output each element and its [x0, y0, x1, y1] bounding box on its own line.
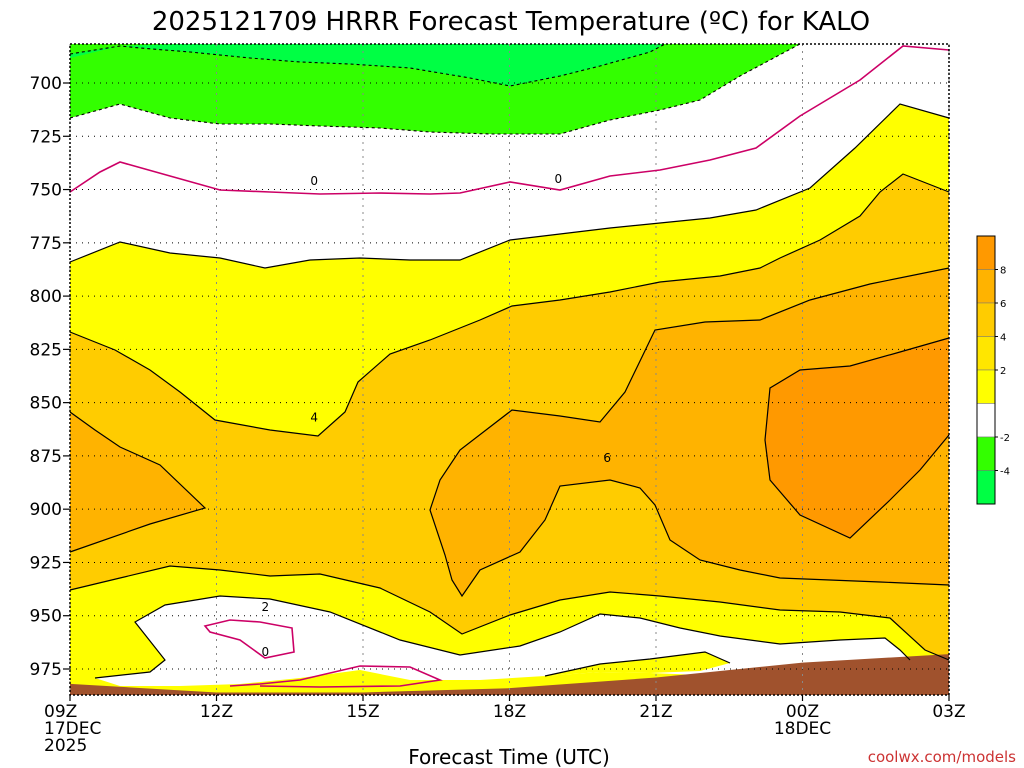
contour-label: 2 [262, 600, 270, 614]
x-tick-label: 21Z [639, 702, 672, 722]
grid-lines [69, 44, 950, 695]
y-tick-label: 925 [30, 553, 62, 573]
x-tick-label: 17DEC [44, 719, 101, 739]
y-tick-label: 850 [30, 394, 62, 414]
contour-label: 4 [310, 411, 318, 425]
contour-4c-lower [69, 565, 950, 661]
terrain-surface [70, 654, 949, 695]
x-tick-label: 12Z [200, 702, 233, 722]
x-tick-label: 2025 [44, 736, 87, 756]
colorbar-label: -4 [1000, 467, 1010, 478]
dashed-contours [69, 43, 801, 135]
contour-lines [69, 103, 950, 679]
contour-label: 0 [310, 174, 318, 188]
band-0-2-pocket [545, 652, 730, 676]
y-tick-label: 775 [30, 234, 62, 254]
y-tick-label: 700 [30, 74, 62, 94]
freezing-contours [69, 45, 950, 688]
colorbar-swatch [976, 269, 996, 304]
colorbar: 8 6 4 2 -2 -4 [976, 235, 1010, 505]
x-axis-title: Forecast Time (UTC) [408, 745, 610, 768]
y-tick-label: 825 [30, 340, 62, 360]
x-tick-label: 18DEC [774, 719, 831, 739]
contour-8c [764, 337, 950, 539]
y-tick-label: 800 [30, 287, 62, 307]
y-tick-label: 725 [30, 127, 62, 147]
x-tick-label: 15Z [346, 702, 379, 722]
colorbar-swatch [976, 369, 996, 404]
y-tick-label: 875 [30, 447, 62, 467]
y-tick-label: 900 [30, 500, 62, 520]
contour-6c [429, 267, 950, 598]
y-tick-label: 750 [30, 181, 62, 201]
y-axis: 700 725 750 775 800 825 850 875 900 925 950 975 [30, 74, 70, 680]
x-tick-label: 18Z [493, 702, 526, 722]
contour-2c-pocket [544, 651, 731, 677]
y-tick-label: 975 [30, 660, 62, 680]
contour-2c-lower [94, 595, 911, 679]
x-tick-label: 00Z [786, 702, 819, 722]
contour-label: 0 [262, 645, 270, 659]
contour-minus4c [69, 43, 666, 87]
colorbar-swatch [976, 403, 996, 438]
chart-title: 2025121709 HRRR Forecast Temperature (ºC… [152, 7, 870, 37]
freezing-line-surface-pocket [203, 619, 295, 659]
x-tick-label: 09Z [44, 702, 77, 722]
contour-labels: 0 0 4 6 2 0 [262, 172, 611, 659]
contour-4c-upper [69, 173, 950, 437]
colorbar-label: -2 [1000, 433, 1010, 444]
colorbar-swatch [976, 336, 996, 371]
plot-area: 0 0 4 6 2 0 [69, 43, 950, 696]
temperature-shading [70, 44, 949, 695]
colorbar-swatch [976, 302, 996, 337]
band-minus4-minus2 [70, 44, 800, 134]
contour-label: 0 [555, 172, 563, 186]
colorbar-label: 2 [1000, 366, 1006, 377]
freezing-line-upper [69, 45, 950, 195]
colorbar-swatch [976, 436, 996, 471]
contour-label: 6 [603, 451, 611, 465]
contour-6c-left [69, 411, 207, 553]
colorbar-label: 4 [1000, 333, 1006, 344]
freezing-line-surface [229, 665, 443, 688]
y-tick-label: 950 [30, 607, 62, 627]
band-4-6-left [70, 412, 205, 552]
colorbar-label: 8 [1000, 266, 1006, 277]
credit-text: coolwx.com/models [868, 748, 1016, 766]
contour-2c-upper [69, 103, 950, 269]
colorbar-label: 6 [1000, 299, 1006, 310]
colorbar-swatch [976, 235, 996, 270]
band-minus6-minus4 [70, 44, 665, 86]
colorbar-swatch [976, 470, 996, 505]
band-8-plus [765, 338, 949, 538]
contour-minus2c [69, 43, 801, 135]
x-tick-label: 03Z [932, 702, 965, 722]
